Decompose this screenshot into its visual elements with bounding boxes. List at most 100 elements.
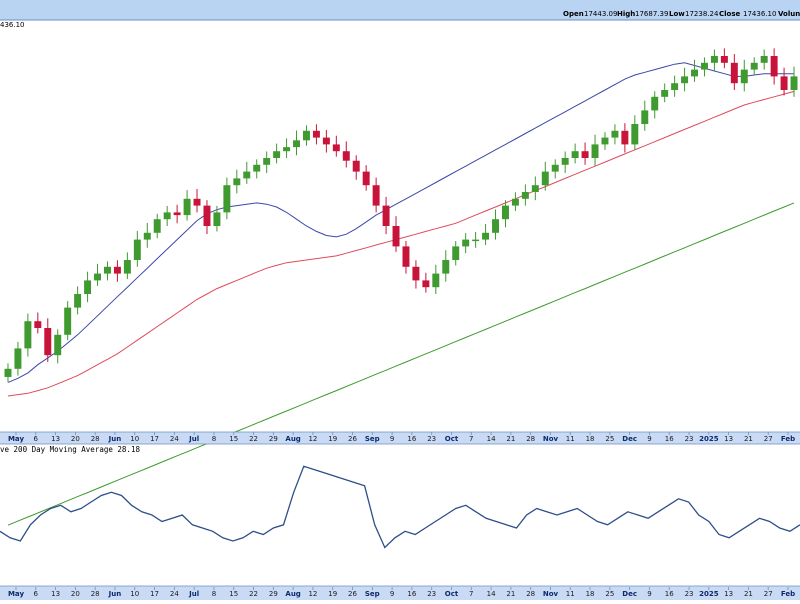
price-panel [4, 48, 798, 526]
date-tick-label: 7 [469, 590, 473, 598]
date-tick-label: Jun [108, 435, 122, 443]
date-axis-band-upper [0, 432, 800, 444]
date-tick-label: 28 [526, 435, 535, 443]
price-fragment: 436.10 [0, 21, 25, 29]
date-tick-label: 9 [647, 435, 651, 443]
candle-up [273, 151, 281, 158]
date-tick-label: 9 [390, 435, 394, 443]
candle-up [302, 130, 310, 141]
date-tick-label: 11 [566, 435, 575, 443]
candle-up [253, 164, 261, 172]
candle-down [44, 328, 52, 356]
date-tick-label: 25 [605, 435, 614, 443]
candle-up [283, 147, 291, 152]
date-tick-label: 24 [170, 435, 179, 443]
candle-up [74, 294, 82, 308]
candle-up [710, 56, 718, 63]
candle-up [442, 260, 450, 274]
candle-up [750, 62, 758, 70]
date-tick-label: 7 [469, 435, 473, 443]
date-tick-label: Sep [365, 435, 380, 443]
candle-down [193, 198, 201, 206]
candle-up [462, 239, 470, 247]
candle-up [760, 56, 768, 63]
candle-down [34, 321, 42, 328]
candle-down [342, 151, 350, 161]
date-tick-label: 28 [91, 590, 100, 598]
date-tick-label: 12 [308, 435, 317, 443]
candle-up [103, 266, 111, 274]
date-tick-label: 14 [487, 590, 496, 598]
date-tick-label: 26 [348, 590, 357, 598]
date-tick-label: Feb [781, 435, 795, 443]
candle-up [521, 192, 529, 199]
date-tick-label: 26 [348, 435, 357, 443]
candle-up [601, 137, 609, 145]
date-tick-label: 20 [71, 435, 80, 443]
candle-up [611, 130, 619, 138]
date-tick-label: Aug [285, 435, 300, 443]
candle-up [94, 273, 102, 281]
low-value: 17238.24 [685, 10, 719, 18]
date-tick-label: 10 [130, 590, 139, 598]
candle-down [581, 151, 589, 158]
date-axis-lower: May 6 13 20 28 Jun 10 17 24 Jul 8 15 22 29 Aug 12 19 26 Se… [8, 587, 795, 598]
low-label: Low [669, 10, 685, 18]
candle-up [223, 185, 231, 213]
date-tick-label: Jul [188, 435, 199, 443]
date-tick-label: 13 [724, 435, 733, 443]
header-band [0, 0, 800, 20]
candle-up [472, 239, 480, 242]
date-axis-band-lower [0, 586, 800, 600]
candle-down [372, 185, 380, 206]
date-tick-label: Jul [188, 590, 199, 598]
date-tick-label: 18 [586, 435, 595, 443]
date-tick-label: 8 [212, 435, 216, 443]
date-tick-label: 13 [724, 590, 733, 598]
candle-down [332, 144, 340, 152]
candle-up [153, 219, 161, 233]
date-tick-label: 21 [744, 590, 753, 598]
candle-up [631, 124, 639, 145]
date-tick-label: May [8, 590, 24, 598]
date-tick-label: Dec [622, 590, 637, 598]
date-tick-label: 25 [605, 590, 614, 598]
candle-up [233, 178, 241, 186]
candle-down [730, 62, 738, 84]
candle-up [641, 110, 649, 124]
date-tick-label: 23 [685, 590, 694, 598]
date-tick-label: 12 [308, 590, 317, 598]
date-tick-label: 13 [51, 590, 60, 598]
candle-down [392, 226, 400, 247]
date-tick-label: 6 [34, 590, 39, 598]
date-tick-label: 17 [150, 590, 159, 598]
date-tick-label: 18 [586, 590, 595, 598]
indicator-label: ve 200 Day Moving Average 28.18 [0, 445, 140, 454]
date-tick-label: 2025 [699, 435, 719, 443]
date-tick-label: 9 [647, 590, 651, 598]
date-tick-label: 29 [269, 590, 278, 598]
date-tick-label: 23 [685, 435, 694, 443]
date-tick-label: 19 [328, 435, 337, 443]
candle-up [541, 171, 549, 186]
date-tick-label: Feb [781, 590, 795, 598]
candle-up [740, 69, 748, 84]
date-tick-label: 16 [407, 435, 416, 443]
ma-200-line [7, 202, 795, 526]
date-tick-label: 22 [249, 435, 258, 443]
candle-up [84, 280, 92, 294]
date-tick-label: Sep [365, 590, 380, 598]
candle-up [492, 219, 500, 233]
candle-down [382, 205, 390, 226]
date-tick-label: 8 [212, 590, 216, 598]
date-tick-label: 29 [269, 435, 278, 443]
date-tick-label: 17 [150, 435, 159, 443]
candle-up [133, 239, 141, 260]
date-tick-label: Oct [445, 590, 459, 598]
candle-up [691, 69, 699, 77]
open-label: Open [563, 10, 584, 18]
candle-down [780, 76, 788, 90]
candle-down [422, 280, 430, 288]
candle-down [621, 130, 629, 145]
